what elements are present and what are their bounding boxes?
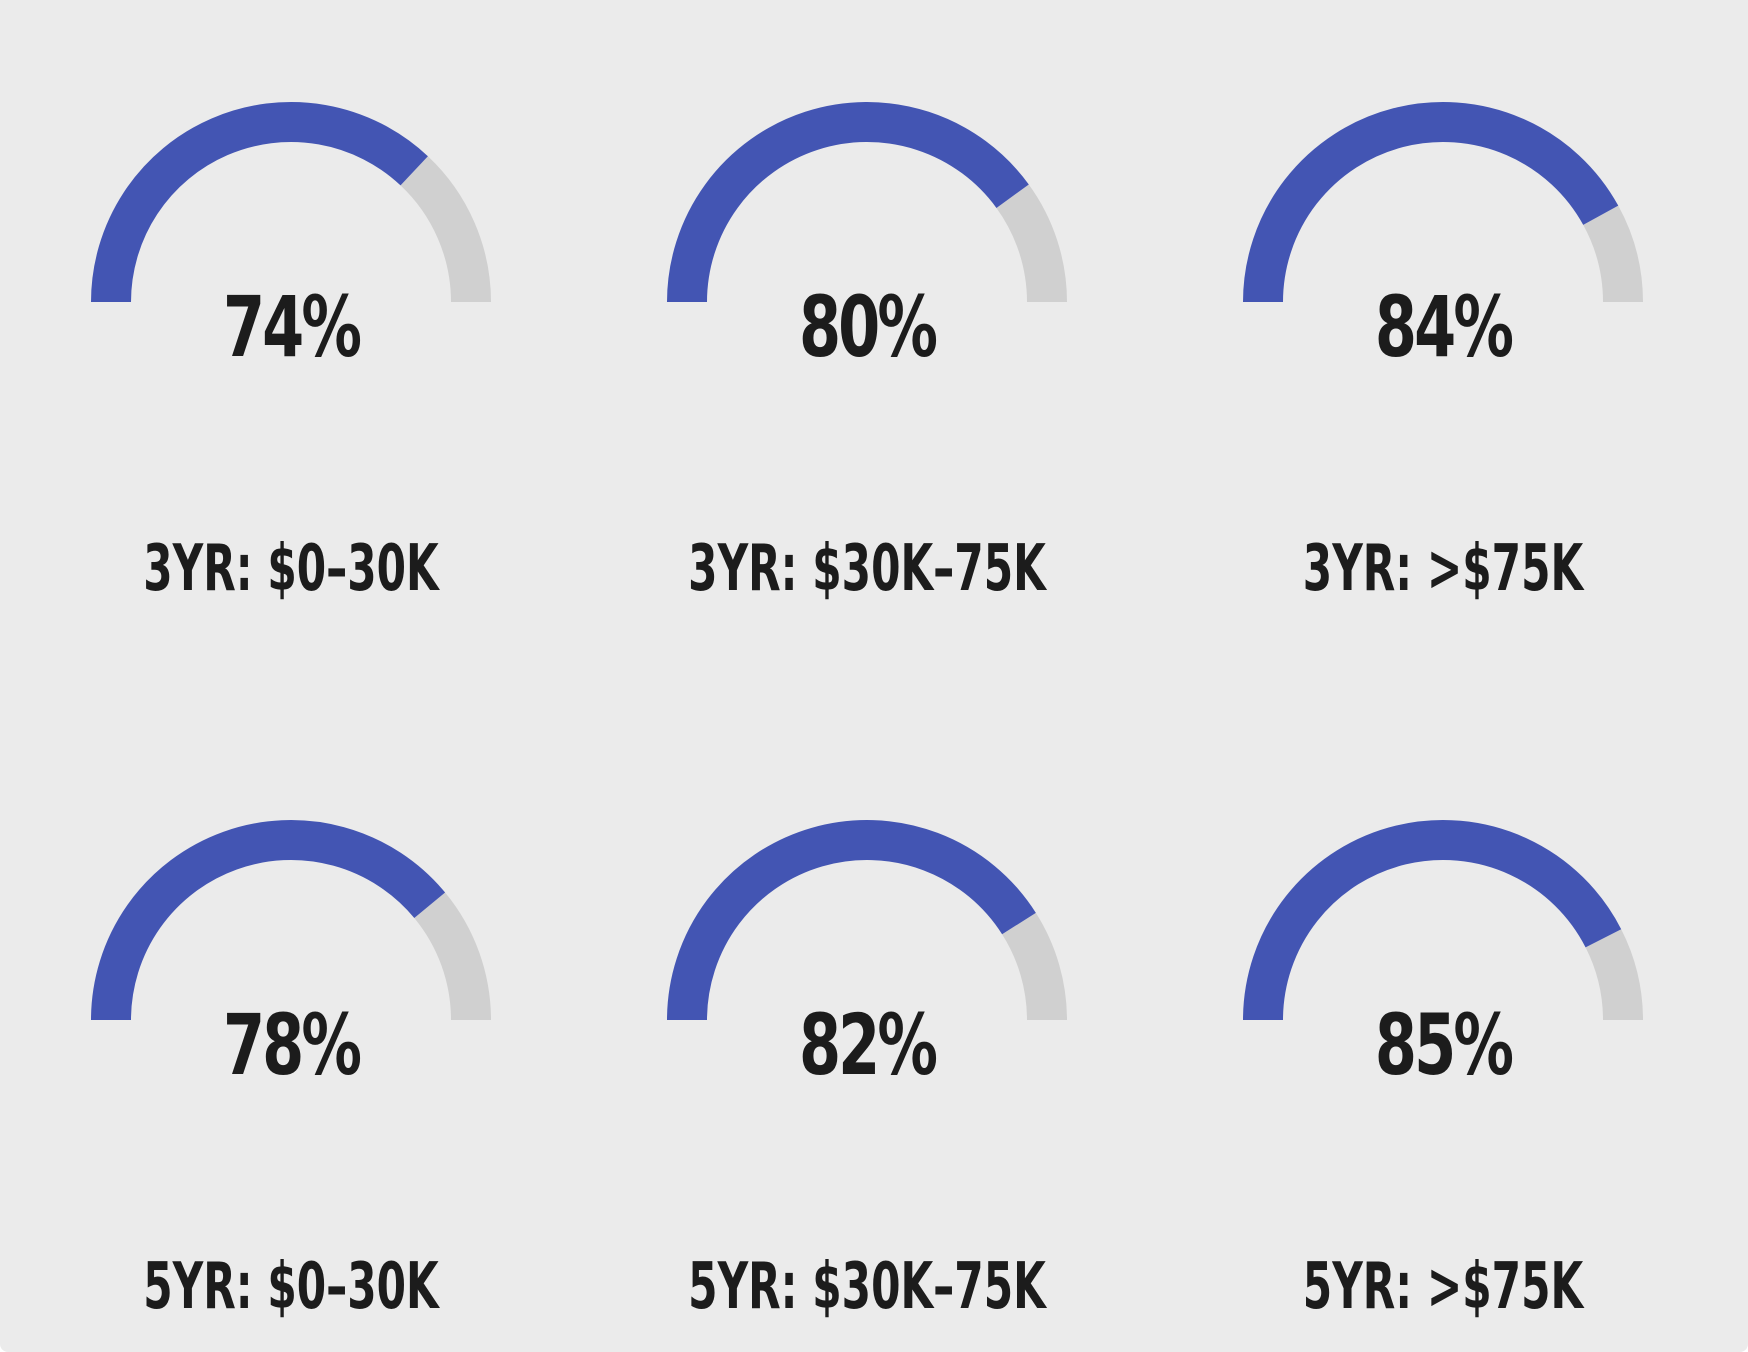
gauge-arc-svg bbox=[91, 102, 491, 303]
gauge-track bbox=[1582, 205, 1643, 303]
gauge-fill bbox=[1243, 820, 1622, 1021]
gauge-category-label: 5YR: $0–30K bbox=[143, 1250, 439, 1324]
gauge-value-label: 80% bbox=[798, 278, 938, 376]
gauge-category-label: 3YR: $30K–75K bbox=[688, 532, 1046, 606]
gauge-value-label: 78% bbox=[222, 996, 362, 1094]
gauge-value-label: 82% bbox=[798, 996, 938, 1094]
gauge-value-label: 85% bbox=[1374, 996, 1514, 1094]
gauge-5yr-over-75k: 85% 5YR: >$75K bbox=[1203, 765, 1683, 1325]
gauge-value-label: 74% bbox=[222, 278, 362, 376]
gauge-fill bbox=[91, 820, 446, 1021]
gauge-category-label: 3YR: $0–30K bbox=[143, 532, 439, 606]
gauge-category-label: 3YR: >$75K bbox=[1302, 532, 1584, 606]
gauge-track bbox=[996, 184, 1067, 303]
gauge-3yr-0-30k: 74% 3YR: $0–30K bbox=[51, 47, 531, 607]
gauge-track bbox=[1001, 912, 1067, 1021]
gauge-category-label: 5YR: >$75K bbox=[1302, 1250, 1584, 1324]
gauge-5yr-30k-75k: 82% 5YR: $30K–75K bbox=[627, 765, 1107, 1325]
gauge-3yr-over-75k: 84% 3YR: >$75K bbox=[1203, 47, 1683, 607]
gauge-track bbox=[400, 156, 491, 303]
gauge-value-label: 84% bbox=[1374, 278, 1514, 376]
gauge-fill bbox=[667, 102, 1029, 303]
gauge-fill bbox=[667, 820, 1036, 1021]
gauge-5yr-0-30k: 78% 5YR: $0–30K bbox=[51, 765, 531, 1325]
gauge-track bbox=[1585, 929, 1643, 1021]
gauge-fill bbox=[1243, 102, 1619, 303]
gauge-arc-svg bbox=[1243, 102, 1643, 303]
gauge-arc-svg bbox=[1243, 820, 1643, 1021]
gauge-arc-svg bbox=[91, 820, 491, 1021]
gauge-track bbox=[413, 892, 491, 1021]
gauge-arc-svg bbox=[667, 102, 1067, 303]
gauge-3yr-30k-75k: 80% 3YR: $30K–75K bbox=[627, 47, 1107, 607]
gauge-fill bbox=[91, 102, 428, 303]
gauge-category-label: 5YR: $30K–75K bbox=[688, 1250, 1046, 1324]
gauge-arc-svg bbox=[667, 820, 1067, 1021]
